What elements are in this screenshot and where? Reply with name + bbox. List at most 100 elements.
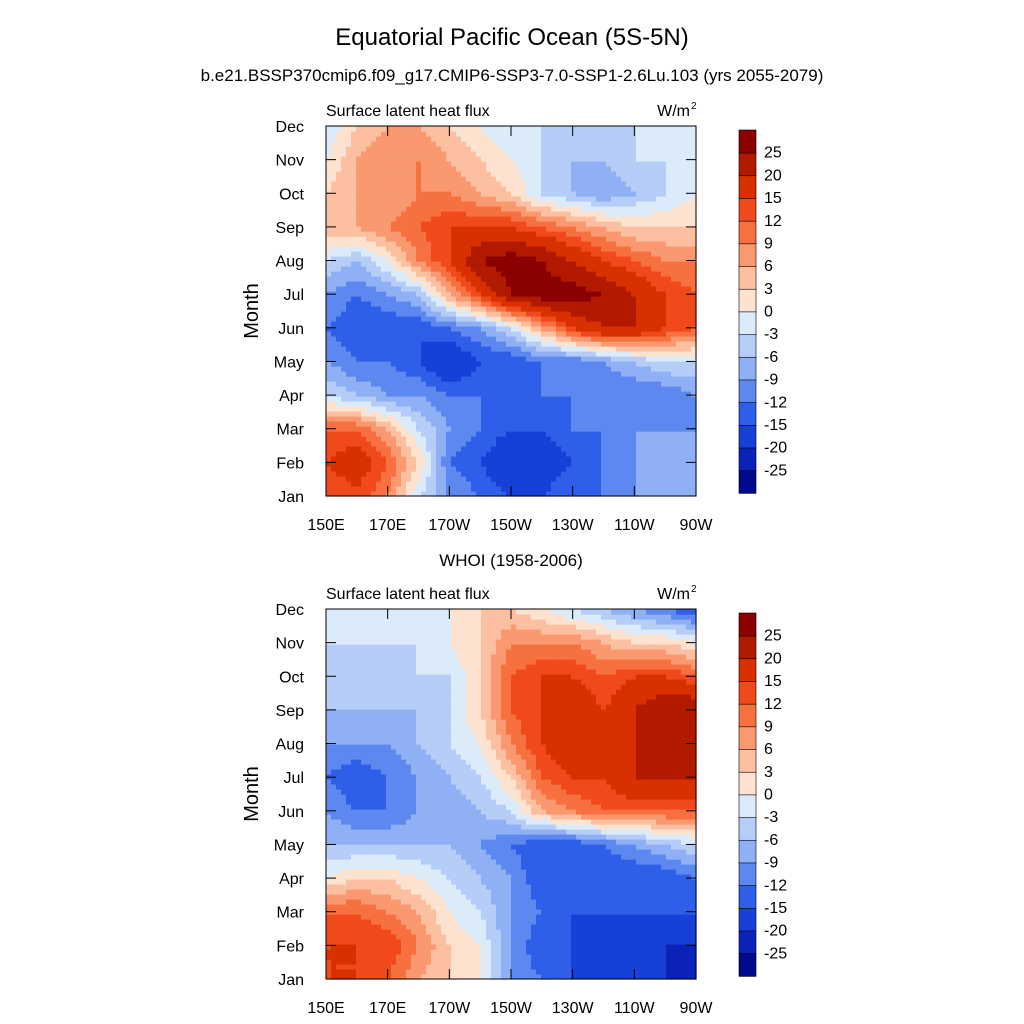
heatmap-cell (326, 181, 332, 187)
heatmap-cell (346, 296, 352, 302)
heatmap-cell (471, 206, 477, 212)
heatmap-cell (656, 366, 662, 372)
heatmap-cell (481, 251, 487, 257)
heatmap-cell (666, 266, 672, 272)
heatmap-cell (676, 346, 682, 352)
heatmap-cell (346, 431, 352, 437)
heatmap-cell (381, 156, 387, 162)
heatmap-cell (526, 476, 532, 482)
heatmap-cell (631, 276, 637, 282)
heatmap-cell (446, 301, 452, 307)
heatmap-cell (346, 326, 352, 332)
heatmap-cell (451, 326, 457, 332)
heatmap-cell (361, 336, 367, 342)
heatmap-cell (326, 361, 332, 367)
heatmap-cell (606, 331, 612, 337)
heatmap-cell (471, 176, 477, 182)
heatmap-cell (526, 161, 532, 167)
heatmap-cell (621, 391, 627, 397)
heatmap-cell (686, 221, 692, 227)
heatmap-cell (456, 411, 462, 417)
heatmap-cell (611, 226, 617, 232)
heatmap-cell (571, 291, 577, 297)
heatmap-cell (401, 486, 407, 492)
heatmap-cell (551, 221, 557, 227)
heatmap-cell (461, 221, 467, 227)
heatmap-cell (406, 356, 412, 362)
heatmap-cell (396, 466, 402, 472)
heatmap-cell (601, 316, 607, 322)
heatmap-cell (581, 271, 587, 277)
heatmap-cell (451, 426, 457, 432)
heatmap-cell (356, 406, 362, 412)
heatmap-cell (451, 436, 457, 442)
heatmap-cell (476, 231, 482, 237)
heatmap-cell (586, 491, 592, 497)
heatmap-cell (346, 186, 352, 192)
heatmap-cell (641, 366, 647, 372)
heatmap-cell (641, 311, 647, 317)
heatmap-cell (331, 396, 337, 402)
heatmap-cell (646, 171, 652, 177)
heatmap-cell (476, 196, 482, 202)
heatmap-cell (621, 331, 627, 337)
heatmap-cell (686, 211, 692, 217)
heatmap-cell (401, 201, 407, 207)
heatmap-cell (676, 221, 682, 227)
heatmap-cell (461, 231, 467, 237)
heatmap-cell (556, 411, 562, 417)
heatmap-cell (526, 406, 532, 412)
heatmap-cell (691, 296, 697, 302)
heatmap-cell (471, 201, 477, 207)
heatmap-cell (516, 191, 522, 197)
heatmap-cell (651, 421, 657, 427)
heatmap-cell (541, 321, 547, 327)
heatmap-cell (576, 181, 582, 187)
heatmap-cell (506, 371, 512, 377)
heatmap-cell (541, 351, 547, 357)
heatmap-cell (691, 271, 697, 277)
heatmap-cell (421, 211, 427, 217)
heatmap-cell (396, 476, 402, 482)
heatmap-cell (656, 291, 662, 297)
heatmap-cell (461, 186, 467, 192)
heatmap-cell (636, 451, 642, 457)
heatmap-cell (686, 486, 692, 492)
heatmap-cell (551, 381, 557, 387)
heatmap-cell (326, 326, 332, 332)
heatmap-cell (386, 201, 392, 207)
heatmap-cell (346, 411, 352, 417)
heatmap-cell (686, 476, 692, 482)
heatmap-cell (671, 221, 677, 227)
heatmap-cell (641, 371, 647, 377)
heatmap-cell (511, 381, 517, 387)
heatmap-cell (616, 236, 622, 242)
heatmap-cell (691, 361, 697, 367)
heatmap-cell (601, 481, 607, 487)
heatmap-cell (486, 181, 492, 187)
heatmap-cell (666, 476, 672, 482)
heatmap-cell (361, 386, 367, 392)
heatmap-cell (366, 376, 372, 382)
heatmap-cell (446, 426, 452, 432)
heatmap-cell (421, 321, 427, 327)
heatmap-cell (416, 436, 422, 442)
heatmap-cell (341, 181, 347, 187)
heatmap-cell (626, 331, 632, 337)
heatmap-cell (486, 426, 492, 432)
heatmap-cell (526, 276, 532, 282)
heatmap-cell (646, 181, 652, 187)
heatmap-cell (341, 316, 347, 322)
heatmap-cell (496, 291, 502, 297)
heatmap-cell (601, 476, 607, 482)
heatmap-cell (616, 341, 622, 347)
heatmap-cell (576, 321, 582, 327)
heatmap-cell (591, 371, 597, 377)
heatmap-cell (351, 266, 357, 272)
heatmap-cell (586, 196, 592, 202)
heatmap-cell (571, 296, 577, 302)
heatmap-cell (516, 436, 522, 442)
heatmap-cell (396, 341, 402, 347)
heatmap-cell (551, 421, 557, 427)
heatmap-cell (506, 241, 512, 247)
